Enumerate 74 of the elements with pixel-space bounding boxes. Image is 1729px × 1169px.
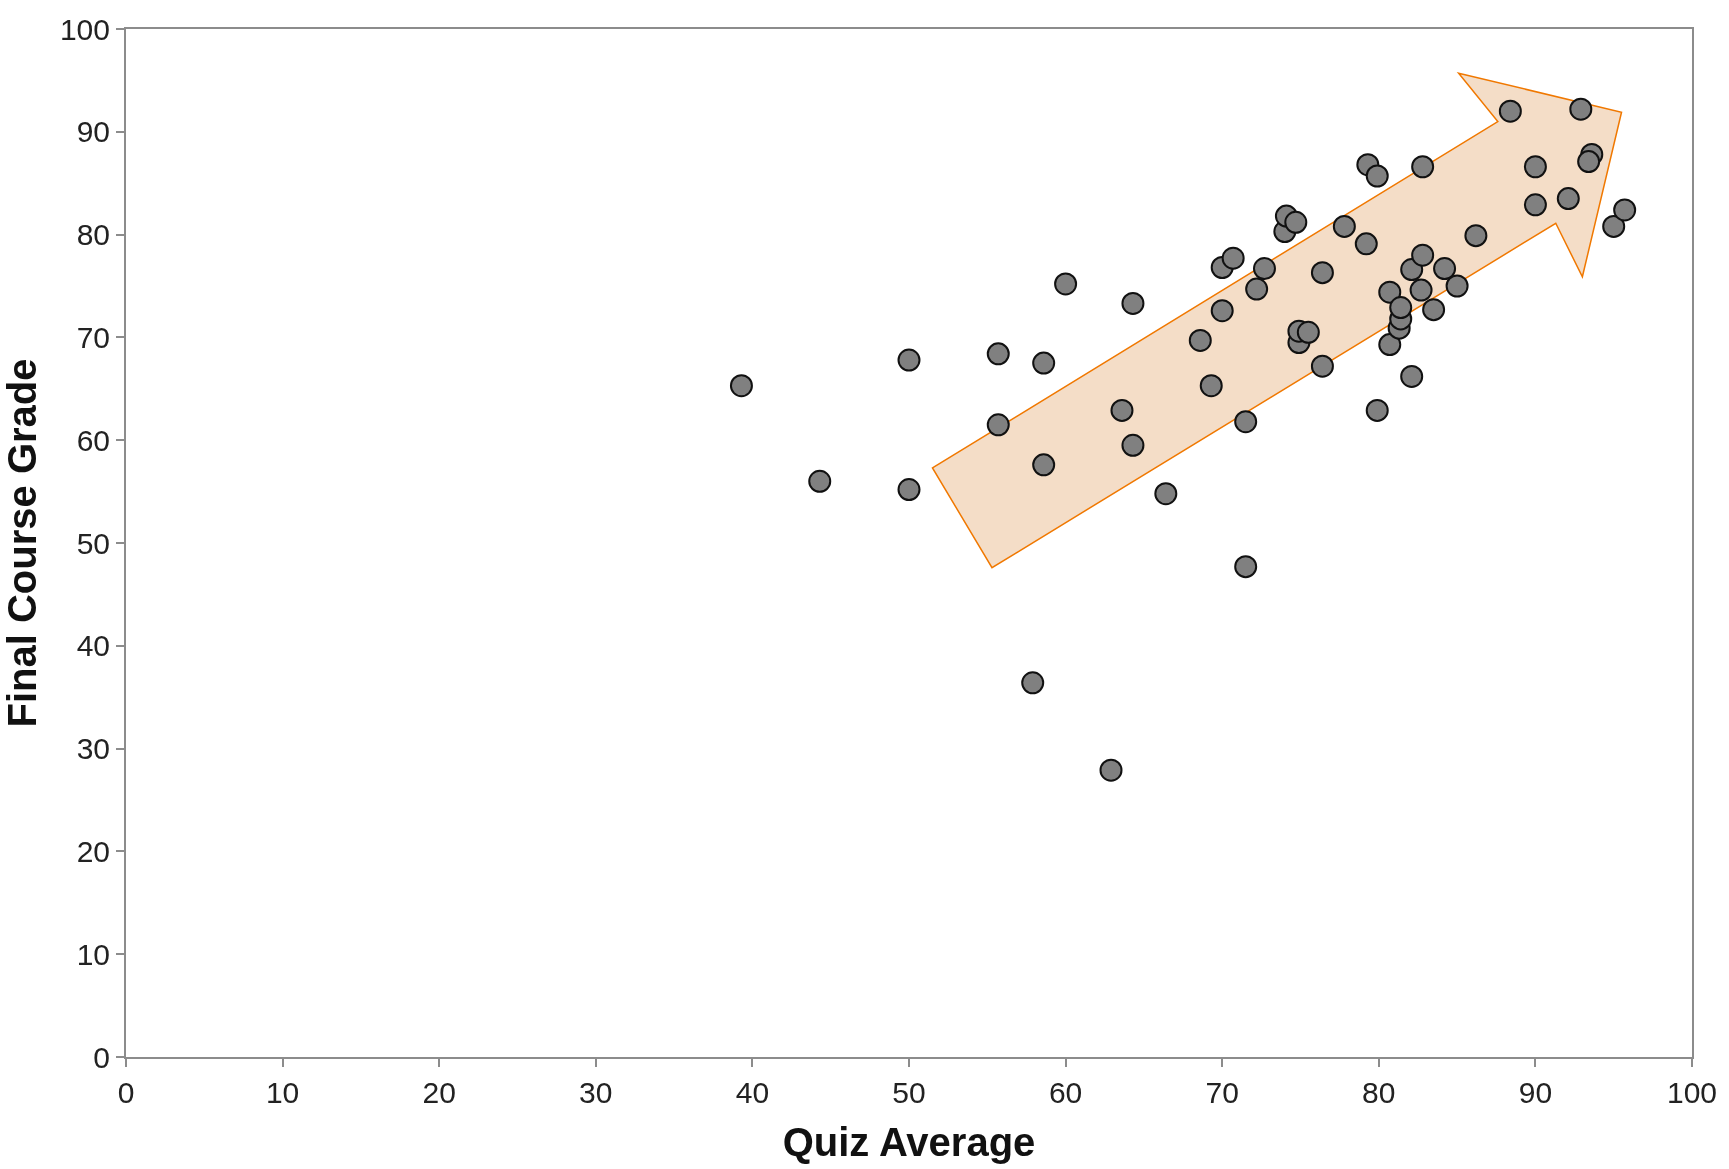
- point: [1284, 210, 1308, 234]
- point: [1433, 257, 1457, 281]
- point: [1188, 328, 1212, 352]
- y-tick-label: 40: [76, 629, 110, 663]
- y-tick-label: 60: [76, 423, 110, 457]
- point: [1310, 354, 1334, 378]
- point: [1409, 278, 1433, 302]
- point: [1411, 155, 1435, 179]
- y-axis-title: Final Course Grade: [0, 358, 44, 728]
- point: [1245, 277, 1269, 301]
- point: [1099, 758, 1123, 782]
- x-axis-title: Quiz Average: [782, 1120, 1036, 1164]
- point: [1569, 97, 1593, 121]
- x-tick-label: 70: [1205, 1076, 1239, 1109]
- y-tick-label: 100: [59, 12, 110, 46]
- point: [1523, 155, 1547, 179]
- x-tick-label: 80: [1362, 1076, 1396, 1109]
- point: [1464, 224, 1488, 248]
- point: [1032, 351, 1056, 375]
- y-tick-label: 70: [76, 320, 110, 354]
- x-tick-label: 20: [422, 1076, 456, 1109]
- point: [1365, 164, 1389, 188]
- point: [1365, 398, 1389, 422]
- point: [1221, 246, 1245, 270]
- point: [1021, 671, 1045, 695]
- point: [1234, 410, 1258, 434]
- point: [1296, 320, 1320, 344]
- point: [1199, 374, 1223, 398]
- point: [1400, 364, 1424, 388]
- x-tick-label: 60: [1048, 1076, 1083, 1109]
- point: [986, 413, 1010, 437]
- x-tick-label: 30: [579, 1076, 613, 1109]
- point: [1613, 198, 1637, 222]
- point: [1498, 99, 1522, 123]
- point: [1378, 333, 1402, 357]
- point: [1121, 291, 1145, 315]
- point: [808, 469, 832, 493]
- point: [1154, 482, 1178, 506]
- point: [1556, 187, 1580, 211]
- point: [1234, 555, 1258, 579]
- point: [1411, 243, 1435, 267]
- point: [1121, 433, 1145, 457]
- point: [1389, 296, 1413, 320]
- point: [1210, 299, 1234, 323]
- point: [1602, 214, 1626, 238]
- point: [1422, 298, 1446, 322]
- point: [1378, 280, 1402, 304]
- point: [1110, 398, 1134, 422]
- y-tick-label: 30: [76, 732, 110, 766]
- point: [1032, 453, 1056, 477]
- point: [1523, 193, 1547, 217]
- point: [1252, 257, 1276, 281]
- point: [1332, 214, 1356, 238]
- x-tick-label: 10: [265, 1076, 300, 1109]
- point: [729, 374, 753, 398]
- x-tick-label: 90: [1518, 1076, 1553, 1109]
- point: [1577, 150, 1601, 174]
- y-tick-label: 20: [76, 834, 110, 868]
- point: [897, 348, 921, 372]
- x-tick-label: 100: [1666, 1076, 1718, 1109]
- y-tick-label: 90: [76, 115, 110, 149]
- x-tick-label: 0: [117, 1076, 135, 1109]
- point: [986, 342, 1010, 366]
- y-tick-label: 50: [76, 526, 110, 560]
- x-tick-label: 50: [892, 1076, 926, 1109]
- point: [1054, 272, 1078, 296]
- y-tick-label: 10: [76, 937, 110, 971]
- point: [897, 478, 921, 502]
- y-tick-label: 80: [76, 218, 110, 252]
- point: [1445, 274, 1469, 298]
- point: [1354, 232, 1378, 256]
- x-tick-label: 40: [735, 1076, 770, 1109]
- point: [1310, 261, 1334, 285]
- y-tick-label: 0: [93, 1040, 110, 1074]
